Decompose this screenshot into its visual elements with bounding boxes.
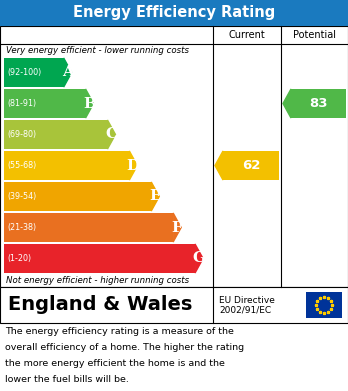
Polygon shape <box>195 244 203 273</box>
Bar <box>4 244 195 273</box>
Text: Not energy efficient - higher running costs: Not energy efficient - higher running co… <box>6 276 189 285</box>
Text: lower the fuel bills will be.: lower the fuel bills will be. <box>5 375 129 384</box>
Polygon shape <box>64 58 72 87</box>
Text: The energy efficiency rating is a measure of the: The energy efficiency rating is a measur… <box>5 327 234 336</box>
Text: (69-80): (69-80) <box>7 130 36 139</box>
Text: D: D <box>127 158 140 172</box>
Polygon shape <box>283 89 291 118</box>
Polygon shape <box>215 151 223 180</box>
Text: (39-54): (39-54) <box>7 192 36 201</box>
Text: G: G <box>192 251 206 265</box>
Text: 83: 83 <box>309 97 328 110</box>
Polygon shape <box>173 213 181 242</box>
Polygon shape <box>108 120 116 149</box>
Text: E: E <box>149 190 161 203</box>
Bar <box>291 89 346 118</box>
Text: B: B <box>83 97 96 111</box>
Text: England & Wales: England & Wales <box>8 296 192 314</box>
Bar <box>306 292 342 318</box>
Bar <box>4 213 173 242</box>
Text: Very energy efficient - lower running costs: Very energy efficient - lower running co… <box>6 46 189 55</box>
Text: Current: Current <box>229 30 266 40</box>
Bar <box>4 120 108 149</box>
Text: overall efficiency of a home. The higher the rating: overall efficiency of a home. The higher… <box>5 343 244 352</box>
Text: (81-91): (81-91) <box>7 99 36 108</box>
Polygon shape <box>129 151 137 180</box>
Polygon shape <box>151 182 159 211</box>
Bar <box>0 287 348 323</box>
Text: EU Directive: EU Directive <box>219 296 275 305</box>
Text: Energy Efficiency Rating: Energy Efficiency Rating <box>73 5 275 20</box>
Text: (92-100): (92-100) <box>7 68 41 77</box>
Bar <box>4 151 129 180</box>
Polygon shape <box>86 89 94 118</box>
Bar <box>0 0 348 26</box>
Text: the more energy efficient the home is and the: the more energy efficient the home is an… <box>5 359 225 368</box>
Text: (55-68): (55-68) <box>7 161 36 170</box>
Bar <box>4 58 64 87</box>
Text: (21-38): (21-38) <box>7 223 36 232</box>
Text: 62: 62 <box>242 159 260 172</box>
Bar <box>4 89 86 118</box>
Bar <box>0 26 348 287</box>
Bar <box>223 151 279 180</box>
Bar <box>4 182 151 211</box>
Text: Potential: Potential <box>293 30 336 40</box>
Text: F: F <box>172 221 183 235</box>
Text: A: A <box>62 66 74 79</box>
Text: C: C <box>105 127 118 142</box>
Text: (1-20): (1-20) <box>7 254 31 263</box>
Text: 2002/91/EC: 2002/91/EC <box>219 306 271 315</box>
